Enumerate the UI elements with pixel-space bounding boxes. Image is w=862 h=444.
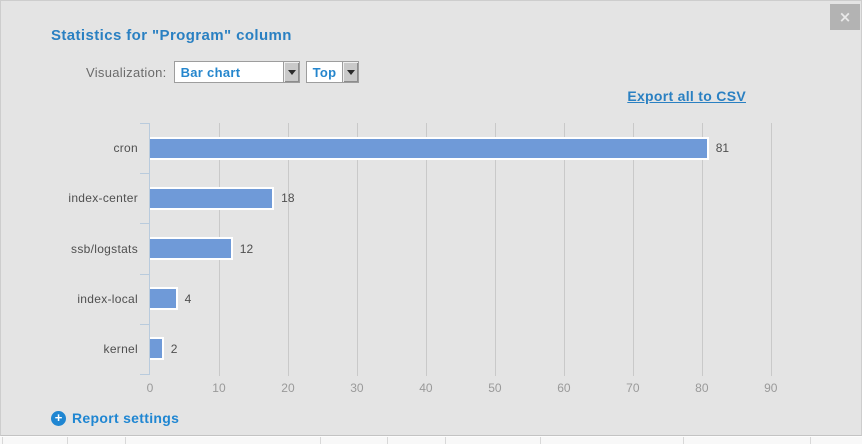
bar (150, 337, 164, 361)
bar-value-label: 12 (239, 241, 254, 256)
plus-icon: + (51, 410, 66, 426)
bar (150, 186, 275, 210)
x-axis-tick-label: 90 (764, 381, 778, 395)
category-label: kernel (103, 341, 138, 356)
table-column-divider (2, 437, 3, 444)
modal-title: Statistics for "Program" column (51, 27, 292, 44)
gridline (770, 123, 772, 376)
category-label: index-local (77, 291, 138, 306)
table-column-divider (125, 437, 126, 444)
table-column-divider (810, 437, 811, 444)
table-column-divider (387, 437, 388, 444)
chart-type-select[interactable]: Bar chart (173, 61, 300, 83)
y-axis-tick (140, 223, 150, 224)
bar (150, 237, 233, 260)
report-settings-link[interactable]: + Report settings (51, 410, 179, 426)
category-label: cron (113, 141, 138, 156)
close-icon[interactable]: × (830, 4, 860, 30)
y-axis-tick (140, 374, 150, 375)
export-csv-link[interactable]: Export all to CSV (627, 88, 746, 104)
plot-area: 0 10 20 30 40 50 60 70 80 90 81 18 12 4 2 (140, 123, 825, 395)
bar-value-label: 4 (184, 291, 192, 306)
table-column-divider (540, 437, 541, 444)
gridline (356, 123, 358, 376)
chevron-down-icon[interactable] (342, 62, 358, 82)
report-settings-label: Report settings (72, 410, 180, 426)
y-axis-tick (140, 173, 150, 174)
x-axis-tick-label: 40 (419, 381, 433, 395)
chevron-down-icon[interactable] (282, 62, 299, 82)
x-axis-tick-label: 70 (626, 381, 640, 395)
visualization-controls: Visualization: Bar chart Top (86, 61, 365, 83)
top-select[interactable]: Top (305, 61, 359, 83)
bar-value-label: 2 (170, 341, 178, 356)
top-selected-value: Top (312, 64, 337, 80)
table-column-divider (320, 437, 321, 444)
visualization-label: Visualization: (86, 64, 167, 80)
bar-value-label: 18 (281, 191, 295, 206)
x-axis-tick-label: 50 (488, 381, 502, 395)
x-axis-tick-label: 60 (557, 381, 571, 395)
x-axis-tick-label: 30 (350, 381, 364, 395)
category-axis-labels: cron index-center ssb/logstats index-local k… (11, 123, 149, 374)
gridline (632, 123, 634, 376)
bar (150, 136, 709, 160)
x-axis-tick-label: 80 (695, 381, 709, 395)
chart-type-selected-value: Bar chart (180, 64, 241, 80)
category-label: index-center (68, 191, 138, 206)
table-column-divider (445, 437, 446, 444)
gridline (425, 123, 427, 376)
x-axis-tick-label: 20 (281, 381, 295, 395)
gridline (287, 123, 289, 376)
gridline (494, 123, 496, 376)
bar (150, 287, 178, 311)
gridline (701, 123, 703, 376)
x-axis-tick-label: 0 (146, 381, 154, 395)
category-label: ssb/logstats (71, 241, 138, 256)
y-axis-tick (140, 123, 150, 124)
x-axis-tick-label: 10 (212, 381, 226, 395)
y-axis-tick (140, 274, 150, 275)
gridline (563, 123, 565, 376)
bar-value-label: 81 (715, 141, 730, 156)
table-column-divider (67, 437, 68, 444)
background-table-edge (0, 437, 862, 444)
y-axis-tick (140, 324, 150, 325)
table-column-divider (683, 437, 684, 444)
